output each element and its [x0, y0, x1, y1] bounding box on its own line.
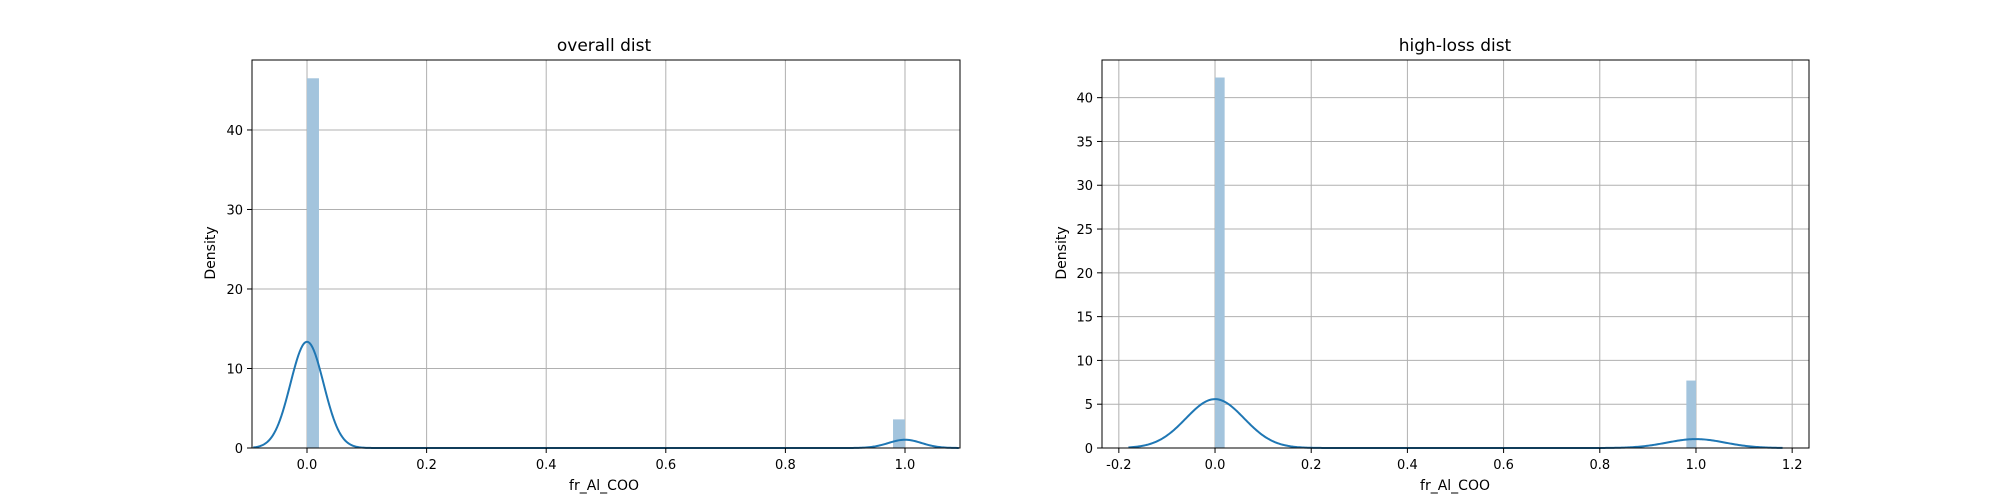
y-tick-label: 35: [1076, 135, 1093, 150]
x-axis-label: fr_Al_COO: [569, 478, 639, 494]
x-tick-label: 0.6: [1493, 458, 1514, 473]
x-tick-label: 0.8: [775, 458, 796, 473]
y-tick-label: 40: [226, 124, 243, 139]
x-tick-label: -0.2: [1106, 458, 1131, 473]
histogram-bars: [1215, 77, 1696, 448]
y-tick-label: 15: [1076, 311, 1093, 326]
y-ticks: 0 5 10 15 20 25 30 35 40: [1076, 92, 1102, 457]
x-tick-label: 0.4: [1397, 458, 1418, 473]
y-tick-label: 30: [1076, 179, 1093, 194]
x-tick-label: 0.0: [1205, 458, 1226, 473]
x-tick-label: 1.2: [1782, 458, 1803, 473]
plot-frame: [251, 59, 961, 449]
plot-frame: [1101, 59, 1810, 449]
y-tick-label: 10: [226, 362, 243, 377]
y-tick-label: 0: [235, 442, 243, 457]
y-tick-label: 5: [1085, 398, 1093, 413]
chart-title: overall dist: [557, 36, 652, 56]
x-tick-label: 0.8: [1589, 458, 1610, 473]
histogram-bars: [307, 78, 905, 448]
y-axis-label: Density: [203, 226, 219, 279]
chart-title: high-loss dist: [1399, 36, 1512, 56]
subplot-overall-dist: overall dist fr_Al_COO Density 0.0 0.2 0.4…: [203, 36, 961, 494]
x-ticks: 0.0 0.2 0.4 0.6 0.8 1.0: [297, 448, 916, 473]
histogram-bar: [1215, 77, 1225, 448]
y-ticks: 0 10 20 30 40: [226, 124, 252, 457]
x-tick-label: 1.0: [1686, 458, 1707, 473]
x-tick-label: 0.0: [297, 458, 318, 473]
subplot-high-loss-dist: high-loss dist fr_Al_COO Density -0.2 0.0…: [1054, 36, 1810, 494]
x-tick-label: 0.2: [416, 458, 437, 473]
histogram-bar: [307, 78, 319, 448]
x-axis-label: fr_Al_COO: [1420, 478, 1490, 494]
y-tick-label: 10: [1076, 354, 1093, 369]
y-axis-label: Density: [1054, 226, 1070, 279]
x-tick-label: 0.6: [655, 458, 676, 473]
y-tick-label: 20: [226, 283, 243, 298]
histogram-bar: [1686, 380, 1696, 448]
x-ticks: -0.2 0.0 0.2 0.4 0.6 0.8 1.0 1.2: [1106, 448, 1803, 473]
y-tick-label: 0: [1085, 442, 1093, 457]
x-tick-label: 1.0: [895, 458, 916, 473]
y-tick-label: 20: [1076, 267, 1093, 282]
histogram-bar: [893, 419, 905, 448]
y-tick-label: 40: [1076, 92, 1093, 107]
y-tick-label: 25: [1076, 223, 1093, 238]
x-tick-label: 0.2: [1301, 458, 1322, 473]
x-tick-label: 0.4: [536, 458, 557, 473]
y-tick-label: 30: [226, 203, 243, 218]
